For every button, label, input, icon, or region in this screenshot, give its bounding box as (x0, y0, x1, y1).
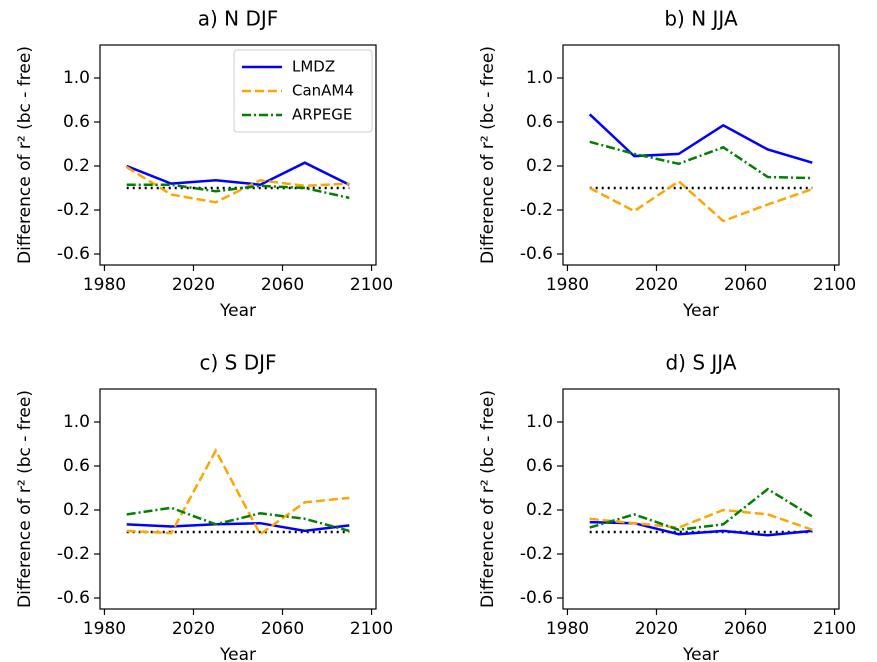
y-axis-label: Difference of r² (bc - free) (15, 390, 35, 608)
legend-box (233, 49, 373, 133)
legend-label: CanAM4 (292, 82, 354, 100)
x-tick-label: 2020 (172, 619, 215, 639)
series-line (589, 520, 813, 537)
y-tick-label: -0.6 (57, 244, 90, 264)
y-tick-label: 0.2 (526, 500, 553, 520)
x-tick-label: 1980 (546, 619, 589, 639)
y-tick-label: -0.2 (520, 200, 553, 220)
x-axis-label: Year (219, 301, 256, 321)
panel-title: a) N DJF (198, 7, 279, 31)
y-tick-label: 0.2 (63, 500, 90, 520)
series-line (126, 183, 350, 200)
x-tick-label: 1980 (83, 619, 126, 639)
legend-label: LMDZ (292, 58, 335, 76)
legend-label: ARPEGE (292, 106, 352, 124)
y-tick-label: -0.6 (520, 244, 553, 264)
y-tick-label: 0.6 (526, 456, 553, 476)
panel-title: d) S JJA (665, 351, 736, 375)
axes-frame (99, 388, 377, 610)
y-tick-label: 0.6 (526, 112, 553, 132)
x-tick-label: 2060 (724, 619, 767, 639)
y-tick-label: 1.0 (526, 412, 553, 432)
y-tick-label: 0.2 (526, 156, 553, 176)
series-line (588, 113, 813, 164)
series-line (126, 166, 350, 204)
x-tick-label: 2100 (350, 275, 393, 295)
x-axis-label: Year (682, 645, 719, 662)
y-tick-label: 0.2 (63, 156, 90, 176)
x-tick-label: 2100 (813, 619, 856, 639)
series-line (126, 506, 350, 533)
axes-frame (562, 44, 840, 266)
panel-title: c) S DJF (199, 351, 276, 375)
y-tick-label: -0.2 (520, 544, 553, 564)
y-tick-label: 1.0 (526, 68, 553, 88)
axes-frame (562, 388, 840, 610)
y-axis-label: Difference of r² (bc - free) (478, 46, 498, 264)
axes-frame (99, 44, 377, 266)
series-line (126, 161, 350, 186)
y-tick-label: -0.2 (57, 200, 90, 220)
x-tick-label: 2020 (635, 275, 678, 295)
y-tick-label: 1.0 (63, 68, 90, 88)
y-tick-label: -0.6 (520, 588, 553, 608)
series-line (589, 140, 813, 180)
x-tick-label: 1980 (83, 275, 126, 295)
y-tick-label: -0.2 (57, 544, 90, 564)
y-tick-label: 0.6 (63, 112, 90, 132)
x-tick-label: 2060 (261, 619, 304, 639)
y-tick-label: 1.0 (63, 412, 90, 432)
series-line (589, 179, 813, 223)
x-tick-label: 2020 (172, 275, 215, 295)
x-tick-label: 1980 (546, 275, 589, 295)
x-axis-label: Year (682, 301, 719, 321)
y-axis-label: Difference of r² (bc - free) (478, 390, 498, 608)
series-line (126, 521, 350, 533)
x-tick-label: 2060 (724, 275, 767, 295)
y-tick-label: 0.6 (63, 456, 90, 476)
series-line (126, 447, 350, 537)
x-tick-label: 2060 (261, 275, 304, 295)
x-axis-label: Year (219, 645, 256, 662)
y-axis-label: Difference of r² (bc - free) (15, 46, 35, 264)
series-line (589, 487, 813, 532)
x-tick-label: 2100 (813, 275, 856, 295)
x-tick-label: 2100 (350, 619, 393, 639)
series-line (589, 508, 813, 531)
panel-title: b) N JJA (664, 7, 738, 31)
x-tick-label: 2020 (635, 619, 678, 639)
y-tick-label: -0.6 (57, 588, 90, 608)
